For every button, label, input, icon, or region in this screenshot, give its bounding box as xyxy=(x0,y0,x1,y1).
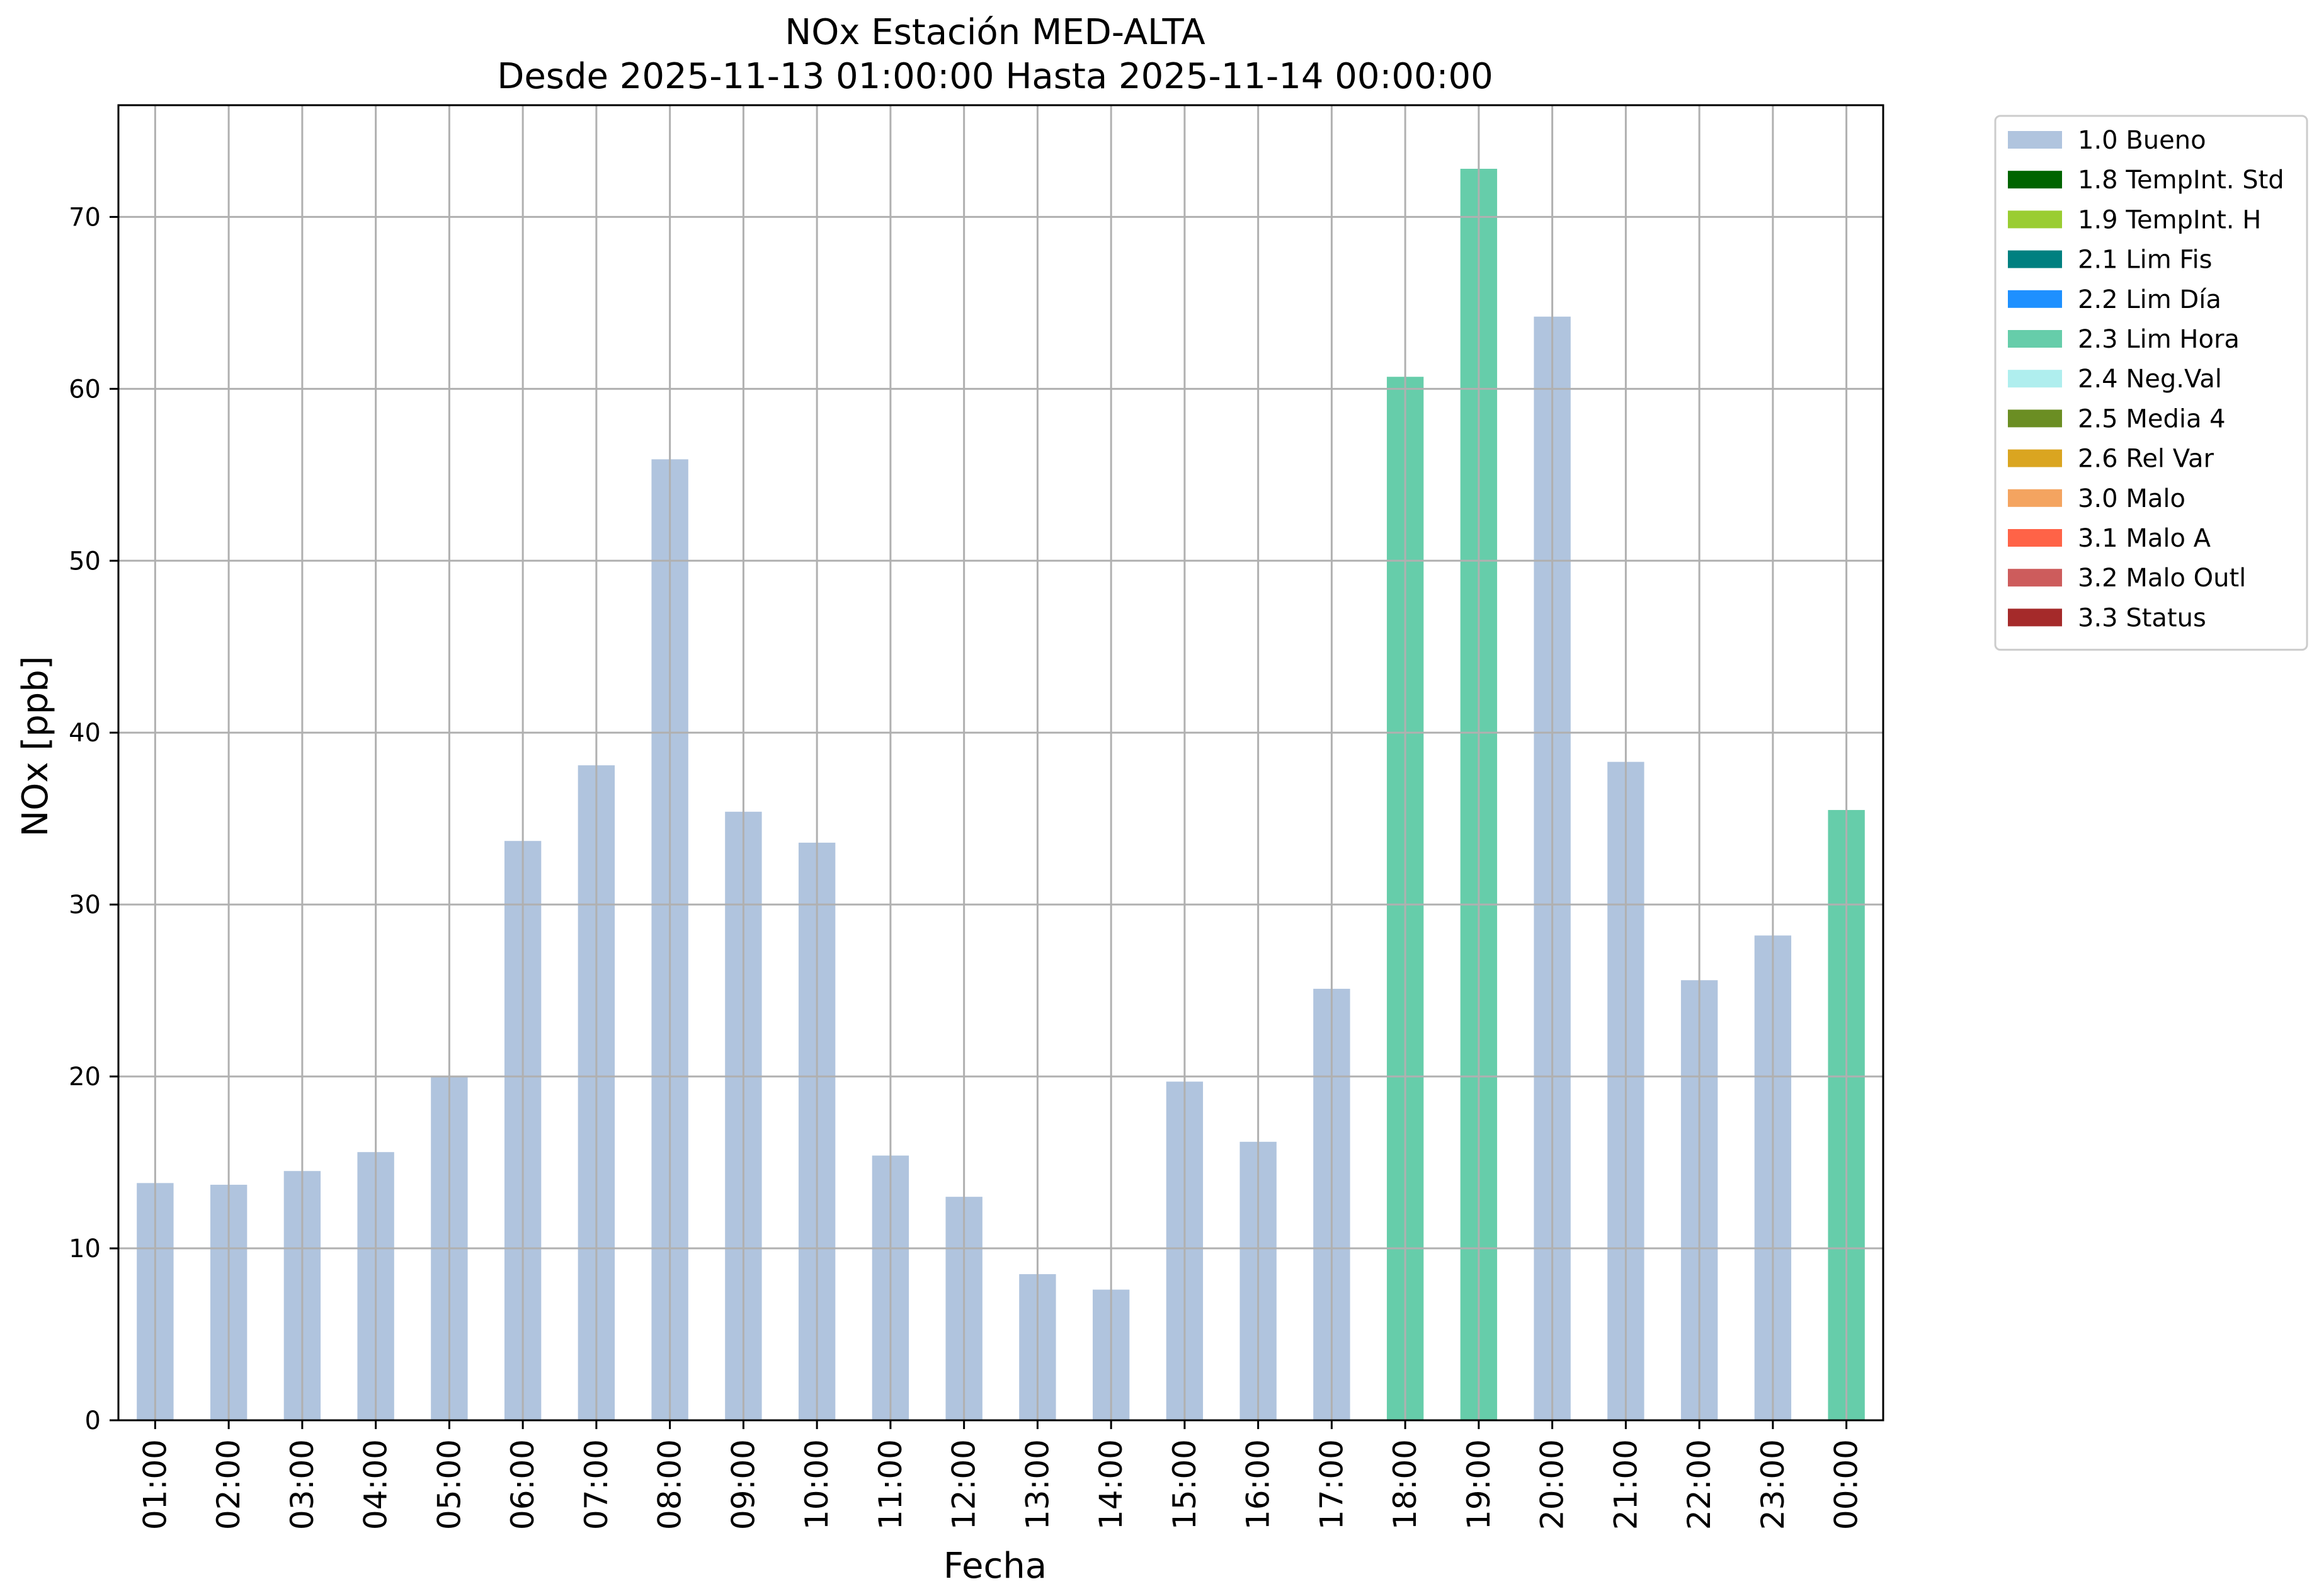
x-tick-label: 06:00 xyxy=(504,1439,541,1530)
x-axis-label: Fecha xyxy=(943,1546,1047,1587)
y-tick-label: 70 xyxy=(69,203,101,232)
x-tick-label: 23:00 xyxy=(1755,1439,1791,1530)
x-tick-label: 19:00 xyxy=(1461,1439,1497,1530)
legend-label: 3.3 Status xyxy=(2078,603,2206,632)
legend-box xyxy=(1994,115,2308,651)
x-tick-label: 04:00 xyxy=(358,1439,394,1530)
chart-subtitle: Desde 2025-11-13 01:00:00 Hasta 2025-11-… xyxy=(497,56,1493,97)
axes-border xyxy=(117,104,1884,1422)
x-tick-label: 15:00 xyxy=(1166,1439,1203,1530)
y-tick-label: 50 xyxy=(69,547,101,576)
x-tick-label: 20:00 xyxy=(1534,1439,1571,1530)
legend-swatch xyxy=(2008,210,2062,229)
y-axis-label: NOx [ppb] xyxy=(15,656,56,836)
x-tick-label: 07:00 xyxy=(578,1439,615,1530)
legend-swatch xyxy=(2008,449,2062,467)
legend-label: 2.1 Lim Fis xyxy=(2078,246,2212,275)
x-tick-label: 03:00 xyxy=(284,1439,321,1530)
legend-swatch xyxy=(2008,529,2062,547)
x-tick-label: 11:00 xyxy=(872,1439,909,1530)
y-tick-label: 10 xyxy=(69,1234,101,1263)
legend-label: 3.0 Malo xyxy=(2078,484,2185,513)
legend-label: 2.6 Rel Var xyxy=(2078,445,2214,474)
legend-label: 3.2 Malo Outl xyxy=(2078,564,2246,593)
x-tick-label: 01:00 xyxy=(137,1439,173,1530)
plot-background xyxy=(118,105,1883,1420)
legend-label: 2.3 Lim Hora xyxy=(2078,325,2240,354)
legend-swatch xyxy=(2008,569,2062,587)
y-tick-label: 30 xyxy=(69,891,101,920)
legend-swatch xyxy=(2008,409,2062,428)
x-tick-label: 00:00 xyxy=(1828,1439,1865,1530)
legend-swatch xyxy=(2008,370,2062,388)
y-tick-label: 40 xyxy=(69,719,101,748)
x-tick-label: 14:00 xyxy=(1093,1439,1129,1530)
x-tick-label: 02:00 xyxy=(210,1439,247,1530)
legend-label: 1.8 TempInt. Std xyxy=(2078,166,2284,195)
y-tick-label: 0 xyxy=(85,1406,101,1435)
legend-label: 2.2 Lim Día xyxy=(2078,285,2221,314)
legend-swatch xyxy=(2008,131,2062,149)
legend-label: 1.0 Bueno xyxy=(2078,126,2206,155)
legend-swatch xyxy=(2008,608,2062,627)
y-axis-ticks: 0 10 20 30 40 50 60 70 xyxy=(69,203,118,1435)
legend-label: 1.9 TempInt. H xyxy=(2078,205,2261,234)
y-tick-label: 20 xyxy=(69,1063,101,1092)
legend-label: 3.1 Malo A xyxy=(2078,524,2211,553)
x-tick-label: 21:00 xyxy=(1607,1439,1644,1530)
legend-swatch xyxy=(2008,171,2062,189)
x-tick-label: 17:00 xyxy=(1313,1439,1350,1530)
x-tick-label: 09:00 xyxy=(725,1439,761,1530)
legend-swatch xyxy=(2008,330,2062,348)
x-tick-label: 08:00 xyxy=(652,1439,688,1530)
grid-lines xyxy=(118,105,1883,1422)
x-tick-label: 18:00 xyxy=(1387,1439,1423,1530)
legend-swatch xyxy=(2008,250,2062,268)
x-tick-label: 10:00 xyxy=(799,1439,835,1530)
x-tick-label: 22:00 xyxy=(1681,1439,1718,1530)
x-tick-label: 16:00 xyxy=(1240,1439,1277,1530)
axes-frame xyxy=(117,104,1884,1422)
legend-swatch xyxy=(2008,489,2062,507)
legend-label: 2.4 Neg.Val xyxy=(2078,365,2222,394)
x-tick-label: 12:00 xyxy=(946,1439,983,1530)
legend: 1.0 Bueno 1.8 TempInt. Std 1.9 TempInt. H 2… xyxy=(1994,115,2308,651)
chart-title: NOx Estación MED-ALTA xyxy=(785,12,1205,53)
x-axis-ticks: 01:00 02:00 03:00 04:00 05:00 06:00 07:00 08:00… xyxy=(137,1420,1865,1530)
plot-area xyxy=(118,105,1883,1420)
legend-swatch xyxy=(2008,290,2062,308)
x-tick-label: 05:00 xyxy=(431,1439,467,1530)
y-tick-label: 60 xyxy=(69,375,101,404)
legend-label: 2.5 Media 4 xyxy=(2078,404,2226,433)
x-tick-label: 13:00 xyxy=(1019,1439,1056,1530)
